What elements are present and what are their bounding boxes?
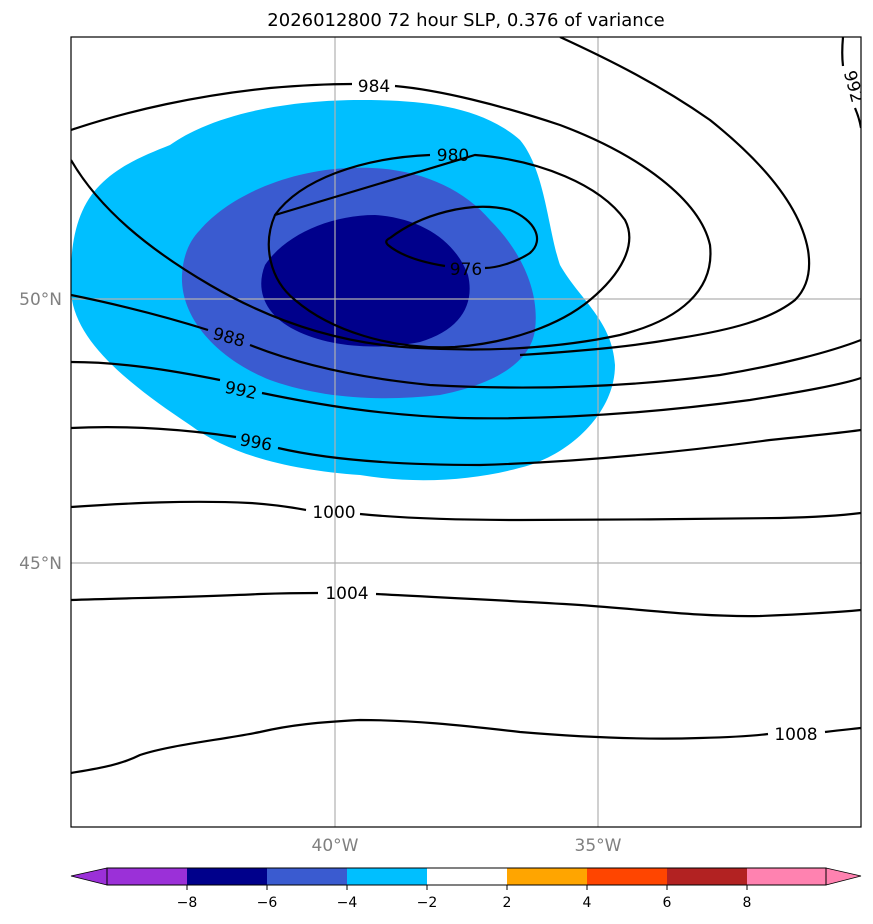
colorbar-tick-label: 4 [583,895,592,911]
isobar-980 [267,153,631,349]
colorbar-segment-2 [187,868,267,885]
contour-label-984: 984 [358,77,390,97]
colorbar-tick-label: −6 [257,895,278,911]
colorbar-segment-5 [427,868,507,885]
figure-title: 2026012800 72 hour SLP, 0.376 of varianc… [267,10,664,31]
lat-tick-45n: 45°N [19,554,62,574]
colorbar-extend-high [825,867,862,886]
map-frame [70,36,862,828]
colorbar-segment-6 [507,868,587,885]
isobar-988 [71,293,861,389]
contour-label-1000: 1000 [312,503,355,523]
isobar-984 [71,82,712,351]
isobar-1000 [71,500,861,522]
lat-tick-50n: 50°N [19,290,62,310]
contour-label-980: 980 [437,146,469,166]
lon-tick-35w: 35°W [575,836,622,856]
colorbar-extend-low [70,867,108,886]
colorbar-segment-9 [747,868,826,885]
isobar-976 [385,205,539,270]
lon-tick-40w: 40°W [312,836,359,856]
isobar-1004 [71,591,861,618]
colorbar-frame [106,867,827,886]
contour-label-976: 976 [450,260,482,280]
colorbar-segment-7 [587,868,667,885]
colorbar-segment-low [107,868,187,885]
isobar-1008 [71,718,861,775]
colorbar-segment-3 [267,868,347,885]
colorbar-segment-8 [667,868,747,885]
map-panel: 984 980 976 988 992 996 1000 1004 1008 9… [70,36,862,828]
isobar-992-east [519,37,811,357]
colorbar-segment-4 [347,868,427,885]
contour-label-1008: 1008 [774,725,817,745]
colorbar-tick-label: 6 [663,895,672,911]
colorbar-ticks [186,885,748,890]
isobar-992 [71,360,861,420]
colorbar-tick-label: −2 [417,895,438,911]
colorbar-tick-label: −4 [337,895,358,911]
contour-label-1004: 1004 [325,584,368,604]
isobar-996 [71,426,861,467]
colorbar-tick-label: 8 [743,895,752,911]
colorbar-tick-label: 2 [503,895,512,911]
colorbar-tick-label: −8 [177,895,198,911]
colorbar: −8 −6 −4 −2 2 4 6 8 [70,867,862,911]
